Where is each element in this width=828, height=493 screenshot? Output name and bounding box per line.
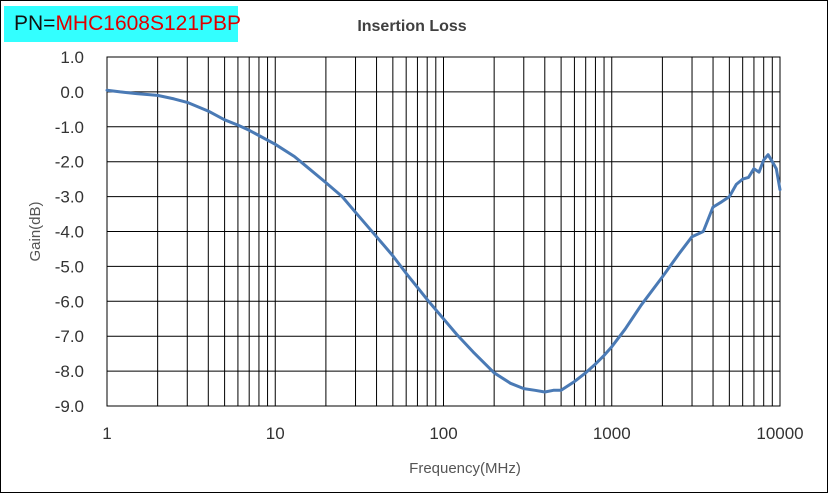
x-tick-label: 1000 xyxy=(593,424,631,443)
insertion-loss-line xyxy=(105,88,782,394)
x-tick-label: 1 xyxy=(102,424,111,443)
part-number-badge: PN= MHC1608S121PBP xyxy=(4,6,242,42)
y-tick-label: -5.0 xyxy=(55,257,84,276)
y-tick-label: -4.0 xyxy=(55,223,84,242)
chart-title: Insertion Loss xyxy=(357,18,467,35)
x-axis-label: Frequency(MHz) xyxy=(409,460,521,477)
x-tick-label: 100 xyxy=(429,424,457,443)
y-tick-label: -2.0 xyxy=(55,153,84,172)
part-number-value: MHC1608S121PBP xyxy=(55,12,242,35)
y-tick-label: -1.0 xyxy=(55,118,84,137)
x-tick-label: 10000 xyxy=(756,424,803,443)
part-number-prefix: PN= xyxy=(14,12,56,35)
y-tick-label: -6.0 xyxy=(55,292,84,311)
y-tick-label: -8.0 xyxy=(55,362,84,381)
y-tick-label: 0.0 xyxy=(60,83,84,102)
x-tick-label: 10 xyxy=(266,424,285,443)
y-tick-label: -3.0 xyxy=(55,188,84,207)
y-tick-label: -9.0 xyxy=(55,397,84,416)
y-tick-label: 1.0 xyxy=(60,48,84,67)
y-tick-label: -7.0 xyxy=(55,327,84,346)
y-axis-label: Gain(dB) xyxy=(27,201,44,261)
